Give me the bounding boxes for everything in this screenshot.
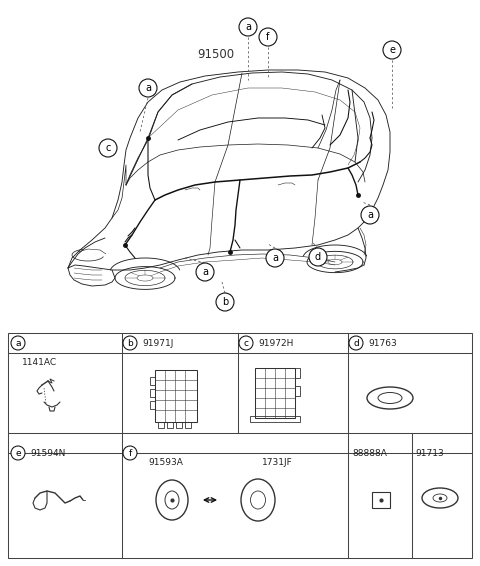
Bar: [158, 422, 164, 428]
Circle shape: [266, 249, 284, 267]
Circle shape: [349, 336, 363, 350]
Circle shape: [259, 28, 277, 46]
Bar: [167, 422, 173, 428]
Circle shape: [11, 336, 25, 350]
Circle shape: [99, 139, 117, 157]
Text: b: b: [222, 297, 228, 307]
Bar: [295, 368, 300, 378]
Text: 91594N: 91594N: [30, 448, 65, 457]
Circle shape: [123, 446, 137, 460]
Circle shape: [11, 446, 25, 460]
Text: 91500: 91500: [197, 49, 234, 62]
Text: a: a: [272, 253, 278, 263]
Circle shape: [123, 336, 137, 350]
Bar: [372, 492, 390, 508]
Bar: [185, 422, 191, 428]
Bar: [295, 386, 300, 396]
Text: b: b: [127, 338, 133, 348]
Text: 88888A: 88888A: [352, 448, 387, 457]
Bar: [150, 377, 155, 385]
Text: e: e: [15, 448, 21, 457]
Text: 1731JF: 1731JF: [262, 458, 293, 467]
Text: 91593A: 91593A: [148, 458, 183, 467]
Circle shape: [239, 18, 257, 36]
Text: d: d: [353, 338, 359, 348]
Text: f: f: [128, 448, 132, 457]
Text: e: e: [389, 45, 395, 55]
Text: 91971J: 91971J: [142, 338, 173, 348]
Circle shape: [361, 206, 379, 224]
Text: 91763: 91763: [368, 338, 397, 348]
Circle shape: [216, 293, 234, 311]
Bar: [255, 368, 295, 418]
Text: 91713: 91713: [415, 448, 444, 457]
Bar: [250, 416, 300, 422]
Bar: [150, 401, 155, 409]
Bar: [8, 333, 472, 558]
Text: a: a: [245, 22, 251, 32]
Text: 1141AC: 1141AC: [22, 358, 57, 367]
Text: c: c: [105, 143, 111, 153]
Text: c: c: [243, 338, 249, 348]
Circle shape: [239, 336, 253, 350]
Text: f: f: [266, 32, 270, 42]
Text: a: a: [367, 210, 373, 220]
Text: d: d: [315, 252, 321, 262]
Circle shape: [383, 41, 401, 59]
Circle shape: [139, 79, 157, 97]
Text: 91972H: 91972H: [258, 338, 293, 348]
Bar: [150, 389, 155, 397]
Bar: [155, 370, 197, 422]
Circle shape: [196, 263, 214, 281]
Circle shape: [309, 248, 327, 266]
Text: a: a: [15, 338, 21, 348]
Text: a: a: [202, 267, 208, 277]
Bar: [176, 422, 182, 428]
Text: a: a: [145, 83, 151, 93]
